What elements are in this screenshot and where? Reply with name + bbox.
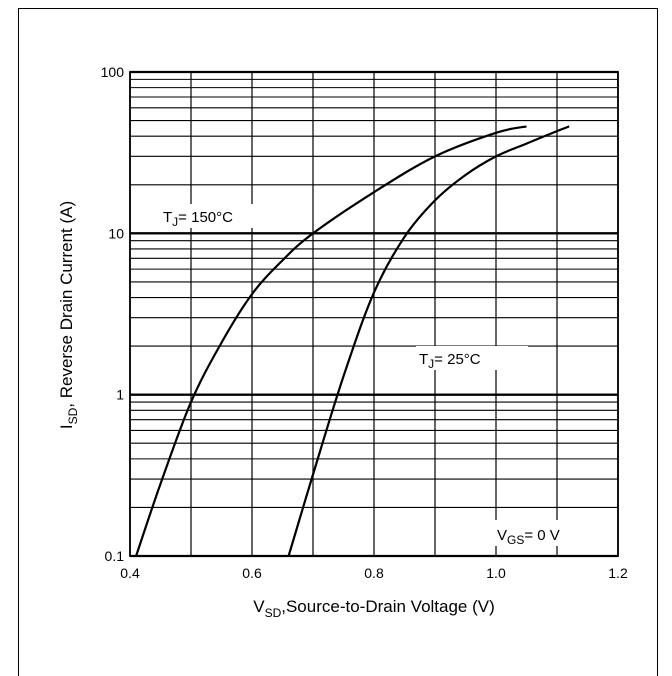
y-tick-label: 100 bbox=[101, 64, 125, 80]
tj150-label: TJ= 150°C bbox=[163, 209, 233, 229]
y-tick-label: 10 bbox=[108, 225, 124, 241]
vgs-label-bg bbox=[494, 520, 610, 546]
tj150-label-bg bbox=[160, 204, 276, 228]
grid-lines bbox=[129, 70, 619, 558]
y-tick-labels: 0.1 1 10 100 bbox=[101, 64, 125, 564]
x-tick-label: 0.8 bbox=[364, 565, 384, 581]
x-tick-label: 0.4 bbox=[120, 565, 140, 581]
y-tick-label: 0.1 bbox=[105, 548, 125, 564]
x-tick-labels: 0.4 0.6 0.8 1.0 1.2 bbox=[120, 565, 628, 581]
x-tick-label: 1.2 bbox=[608, 565, 628, 581]
series-line-tj150 bbox=[135, 125, 527, 557]
x-tick-label: 1.0 bbox=[486, 565, 506, 581]
y-tick-label: 1 bbox=[116, 387, 124, 403]
tj25-label: TJ= 25°C bbox=[419, 351, 481, 371]
plot-area-border bbox=[129, 71, 619, 557]
y-axis-label: ISD, Reverse Drain Current (A) bbox=[57, 201, 80, 429]
x-tick-label: 0.6 bbox=[242, 565, 262, 581]
series-layer bbox=[135, 125, 570, 557]
figure-frame bbox=[18, 8, 658, 676]
vgs-label: VGS= 0 V bbox=[497, 527, 560, 547]
series-line-tj25 bbox=[287, 125, 570, 557]
tj25-label-bg bbox=[416, 346, 528, 370]
x-axis-label: VSD,Source-to-Drain Voltage (V) bbox=[253, 597, 495, 620]
